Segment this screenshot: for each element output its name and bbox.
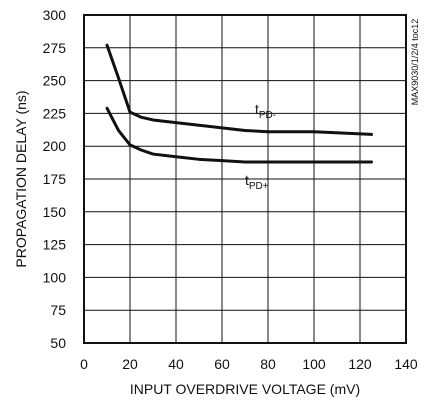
side-note: MAX9030/1/2/4 toc12 bbox=[410, 19, 420, 106]
x-tick-label: 60 bbox=[214, 356, 230, 372]
y-tick-label: 250 bbox=[43, 73, 67, 89]
plot-frame bbox=[83, 14, 407, 344]
x-tick-label: 40 bbox=[168, 356, 184, 372]
y-tick-label: 200 bbox=[43, 138, 67, 154]
series-layer bbox=[105, 43, 373, 164]
x-axis-title: INPUT OVERDRIVE VOLTAGE (mV) bbox=[130, 381, 360, 397]
x-tick-label: 120 bbox=[348, 356, 372, 372]
y-tick-label: 300 bbox=[43, 7, 67, 23]
tpd-minus-series-line bbox=[105, 43, 373, 136]
label-layer: INPUT OVERDRIVE VOLTAGE (mV) PROPAGATION … bbox=[13, 19, 420, 397]
x-tick-label: 20 bbox=[122, 356, 138, 372]
axis-layer: 0 20 40 60 80 100 120 140 50 75 100 125 150 175 200 225… bbox=[43, 7, 418, 372]
x-tick-label: 100 bbox=[302, 356, 326, 372]
x-tick-label: 0 bbox=[80, 356, 88, 372]
y-tick-label: 225 bbox=[43, 105, 67, 121]
y-tick-label: 75 bbox=[50, 302, 66, 318]
y-tick-label: 125 bbox=[43, 237, 67, 253]
y-tick-label: 50 bbox=[50, 335, 66, 351]
y-tick-label: 100 bbox=[43, 269, 67, 285]
tpd-plus-label: tPD+ bbox=[245, 172, 269, 192]
y-tick-label: 275 bbox=[43, 40, 67, 56]
y-tick-label: 175 bbox=[43, 171, 67, 187]
x-tick-label: 80 bbox=[260, 356, 276, 372]
y-axis-title: PROPAGATION DELAY (ns) bbox=[13, 90, 29, 267]
x-tick-label: 140 bbox=[394, 356, 418, 372]
tpd-minus-label: tPD- bbox=[255, 101, 276, 121]
tpd-plus-series-line bbox=[105, 106, 373, 164]
y-tick-label: 150 bbox=[43, 204, 67, 220]
